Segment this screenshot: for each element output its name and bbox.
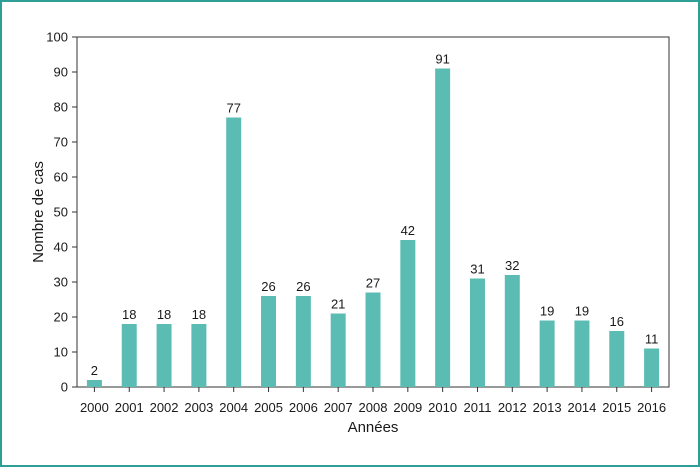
y-tick-label: 0	[61, 380, 68, 395]
data-label: 77	[226, 101, 240, 116]
data-label: 18	[157, 307, 171, 322]
data-label: 19	[540, 304, 554, 319]
data-label: 32	[505, 258, 519, 273]
x-tick-label: 2001	[115, 400, 144, 415]
x-tick-label: 2000	[80, 400, 109, 415]
data-label: 19	[575, 304, 589, 319]
x-tick-label: 2005	[254, 400, 283, 415]
x-tick-label: 2003	[184, 400, 213, 415]
x-tick-label: 2013	[533, 400, 562, 415]
bar	[539, 320, 555, 387]
bar	[156, 324, 172, 387]
data-label: 18	[192, 307, 206, 322]
data-label: 18	[122, 307, 136, 322]
bar	[86, 380, 102, 387]
bar	[295, 296, 311, 387]
bar	[365, 292, 381, 387]
y-tick-label: 30	[54, 275, 68, 290]
bar	[469, 278, 485, 387]
data-label: 26	[261, 279, 275, 294]
x-tick-label: 2015	[602, 400, 631, 415]
y-tick-label: 70	[54, 135, 68, 150]
x-axis-title: Années	[348, 419, 399, 436]
bar	[226, 117, 242, 387]
bar	[435, 68, 451, 387]
x-tick-label: 2012	[498, 400, 527, 415]
x-tick-label: 2010	[428, 400, 457, 415]
x-tick-label: 2007	[324, 400, 353, 415]
data-label: 16	[610, 314, 624, 329]
bar	[504, 275, 520, 387]
y-tick-label: 50	[54, 205, 68, 220]
x-tick-label: 2004	[219, 400, 248, 415]
x-tick-label: 2008	[359, 400, 388, 415]
data-label: 26	[296, 279, 310, 294]
y-tick-label: 90	[54, 65, 68, 80]
x-tick-label: 2009	[393, 400, 422, 415]
x-tick-label: 2002	[150, 400, 179, 415]
data-label: 11	[645, 332, 659, 347]
y-tick-label: 10	[54, 345, 68, 360]
data-label: 91	[435, 52, 449, 67]
plot-area: 0 10 20 30 40 50 60 70 80 90 100 2 2000 18 2001 18 2002 1…	[46, 30, 670, 415]
bar	[261, 296, 277, 387]
data-label: 2	[91, 363, 98, 378]
y-axis-title: Nombre de cas	[30, 161, 47, 263]
data-label: 42	[401, 223, 415, 238]
data-label: 31	[470, 262, 484, 277]
x-tick-label: 2006	[289, 400, 318, 415]
bar	[574, 320, 590, 387]
y-tick-label: 60	[54, 170, 68, 185]
y-tick-label: 20	[54, 310, 68, 325]
bar	[191, 324, 207, 387]
data-label: 21	[331, 297, 345, 312]
x-tick-label: 2011	[463, 400, 491, 415]
data-label: 27	[366, 276, 380, 291]
y-tick-label: 80	[54, 100, 68, 115]
x-tick-label: 2016	[637, 400, 666, 415]
bar	[330, 313, 346, 387]
bar	[400, 240, 416, 387]
x-tick-label: 2014	[567, 400, 596, 415]
y-tick-label: 40	[54, 240, 68, 255]
bar	[609, 331, 625, 387]
bar	[644, 348, 660, 387]
bar	[121, 324, 137, 387]
y-tick-label: 100	[46, 30, 68, 45]
